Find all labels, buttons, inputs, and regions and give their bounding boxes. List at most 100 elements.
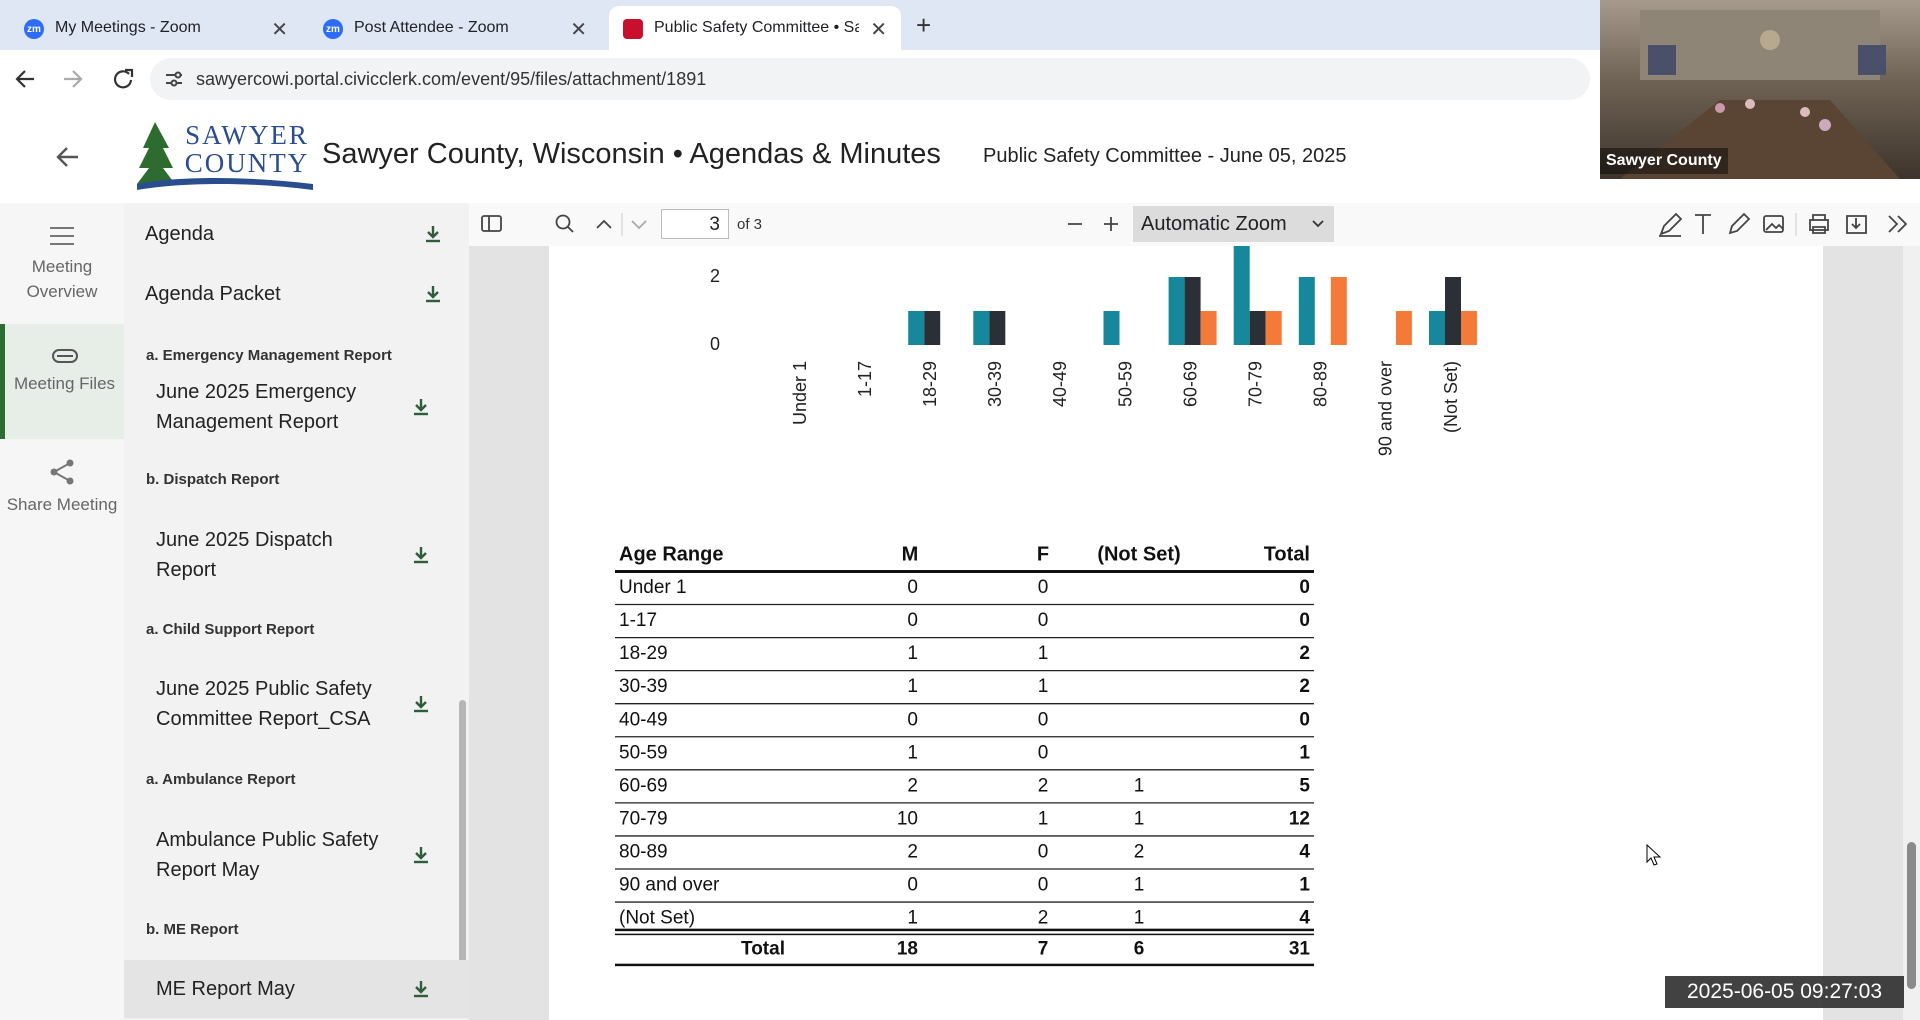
table-cell: 70-79 (619, 808, 668, 829)
nav-item[interactable]: Share Meeting (0, 459, 124, 559)
table-cell: 0 (1038, 841, 1049, 862)
file-label: a. Emergency Management Report (146, 346, 392, 364)
bar (1184, 277, 1201, 345)
video-overlay: Sawyer County (1600, 0, 1920, 179)
new-tab[interactable]: + (916, 10, 932, 40)
site-info-icon[interactable] (164, 70, 184, 88)
tab-close[interactable]: ✕ (570, 19, 587, 41)
x-tick-label: 60-69 (1180, 361, 1200, 407)
nav-label: Meeting Overview (26, 257, 98, 301)
tab-title: Public Safety Committee • Saw (654, 19, 859, 36)
table-cell: 2 (1134, 841, 1145, 862)
nav-buttons[interactable] (14, 66, 144, 92)
url-field[interactable]: sawyercowi.portal.civicclerk.com/event/9… (150, 58, 1590, 100)
table-cell: 0 (1038, 742, 1049, 763)
scrollbar-thumb[interactable] (1907, 842, 1916, 989)
table-cell: 1-17 (619, 610, 657, 631)
tab-icon: zm (24, 19, 44, 39)
file-item[interactable]: Ambulance Public Safety Report May (124, 823, 469, 887)
tab[interactable]: zm Post Attendee - Zoom ✕ (309, 6, 601, 50)
pdf-toolbar: 3 of 3 Automatic Zoom (469, 203, 1920, 247)
table-header: (Not Set) (1097, 543, 1180, 565)
download-icon[interactable] (413, 846, 429, 864)
table-cell: 1 (1299, 875, 1310, 896)
tab-icon (623, 19, 643, 39)
download-icon[interactable] (413, 695, 429, 713)
download-icon[interactable] (413, 546, 429, 564)
nav-item[interactable]: Meeting Overview (0, 225, 124, 325)
bar (1200, 311, 1217, 345)
bar (1103, 311, 1120, 345)
x-tick-label: (Not Set) (1441, 361, 1461, 433)
scrollbar[interactable] (1903, 246, 1920, 1020)
tab-close[interactable]: ✕ (870, 19, 887, 41)
table-cell: 2 (1038, 908, 1049, 929)
download-icon[interactable] (413, 980, 429, 998)
file-item[interactable]: ME Report May (124, 960, 469, 1018)
file-item[interactable]: June 2025 Emergency Management Report (124, 375, 469, 439)
table-cell: 0 (907, 577, 918, 598)
table-cell: 50-59 (619, 742, 668, 763)
table-cell: 4 (1299, 908, 1310, 929)
back-button[interactable] (56, 146, 80, 168)
file-section: b. ME Report (124, 914, 469, 944)
table-cell: 12 (1289, 808, 1310, 829)
page-input[interactable]: 3 (661, 209, 729, 239)
table-cell: 18-29 (619, 643, 668, 664)
file-item[interactable]: Agenda (124, 202, 469, 266)
table-cell: 1 (907, 676, 918, 697)
file-section: a. Emergency Management Report (124, 340, 469, 370)
y-tick-label: 2 (710, 266, 720, 286)
bar (1233, 246, 1250, 345)
download-icon[interactable] (413, 398, 429, 416)
zoom-select[interactable]: Automatic Zoom (1133, 206, 1334, 242)
file-item[interactable]: June 2025 Public Safety Committee Report… (124, 672, 469, 736)
file-label: Ambulance Public Safety Report May (156, 829, 379, 881)
share-icon (50, 459, 74, 485)
download-icon[interactable] (425, 225, 441, 243)
table-cell: 2 (907, 775, 918, 796)
tab-close[interactable]: ✕ (271, 19, 288, 41)
bar (1461, 311, 1477, 345)
tab[interactable]: zm My Meetings - Zoom ✕ (10, 6, 302, 50)
file-label: June 2025 Public Safety Committee Report… (156, 678, 372, 730)
bar (1429, 311, 1445, 345)
tab-icon: zm (323, 19, 343, 39)
table-cell: 4 (1299, 841, 1310, 862)
table-cell: 0 (907, 709, 918, 730)
table-cell: 0 (1038, 610, 1049, 631)
x-tick-label: 1-17 (855, 361, 875, 397)
pdf-viewer: 0 2 Under 1 1-17 18-29 30-39 40-49 50-59 60-69 70… (469, 246, 1920, 1020)
table-cell: 0 (1299, 709, 1310, 730)
file-item[interactable]: Agenda Packet (124, 262, 469, 326)
table-cell: 0 (907, 610, 918, 631)
clip-icon (51, 349, 78, 363)
table-cell: 0 (1038, 709, 1049, 730)
x-tick-label: 70-79 (1245, 361, 1265, 407)
file-item[interactable]: June 2025 Dispatch Report (124, 523, 469, 587)
scrollbar-thumb[interactable] (459, 700, 466, 1004)
download-icon[interactable] (425, 285, 441, 303)
x-tick-label: 18-29 (920, 361, 940, 407)
tab-title: Post Attendee - Zoom (354, 19, 509, 36)
x-tick-label: 50-59 (1115, 361, 1135, 407)
tab-title: My Meetings - Zoom (55, 19, 201, 36)
toolbar-icons[interactable] (469, 203, 1920, 246)
table-cell: 0 (1038, 875, 1049, 896)
logo: SAWYER COUNTY (137, 120, 313, 190)
file-section: a. Ambulance Report (124, 764, 469, 794)
table-header: Age Range (619, 543, 723, 565)
side-nav: Meeting Overview Meeting Files Share Mee… (0, 203, 124, 1020)
tab-active[interactable]: Public Safety Committee • Saw ✕ (609, 6, 901, 50)
logo-top: SAWYER (185, 120, 309, 150)
nav-item-active[interactable]: Meeting Files (0, 324, 124, 439)
bar (1249, 311, 1266, 345)
table-cell: 90 and over (619, 875, 720, 896)
table-total-rule (615, 928, 1314, 932)
bar (924, 311, 941, 345)
file-label: Agenda (145, 223, 214, 245)
file-label: Agenda Packet (145, 283, 281, 305)
table-cell: 80-89 (619, 841, 668, 862)
